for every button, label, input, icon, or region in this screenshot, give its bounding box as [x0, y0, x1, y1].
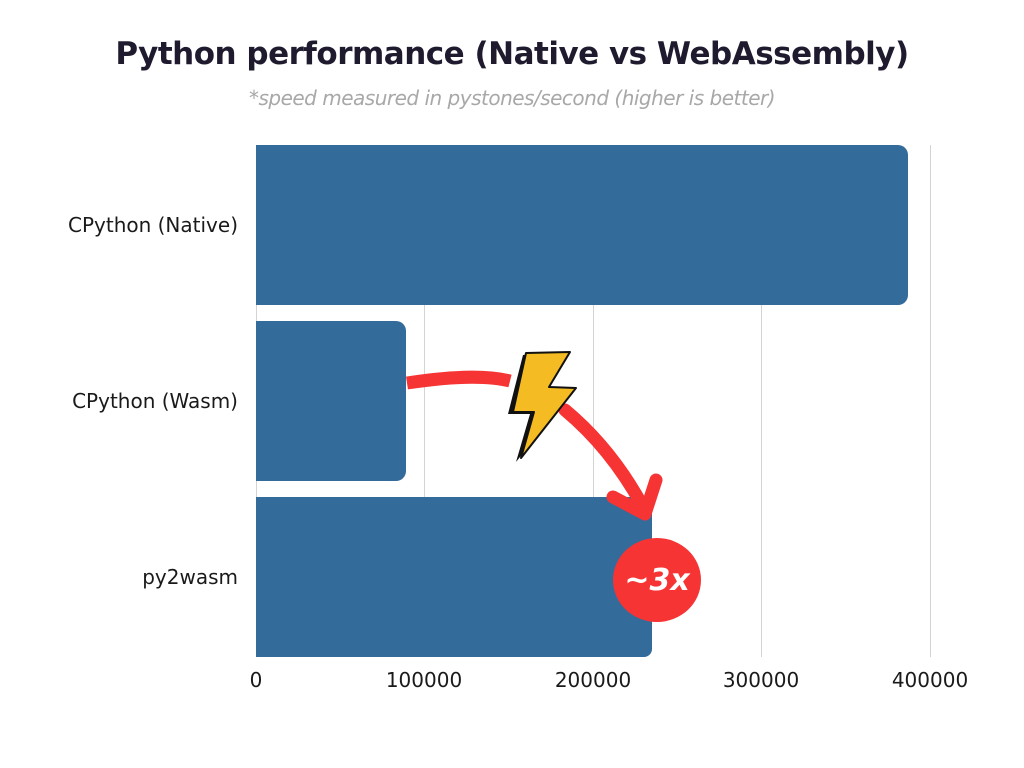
x-tick-100000: 100000	[385, 668, 463, 692]
plot-area	[256, 145, 931, 657]
curved-arrow-icon	[406, 370, 663, 521]
x-tick-300000: 300000	[722, 668, 800, 692]
gridline-300000	[761, 145, 762, 657]
lightning-bolt-icon	[508, 351, 577, 462]
category-label-py2wasm: py2wasm	[142, 565, 238, 589]
gridline-200000	[593, 145, 594, 657]
gridline-400000	[930, 145, 931, 657]
category-label-cpython-native: CPython (Native)	[67, 213, 238, 237]
bar-cpython-wasm	[256, 321, 406, 481]
bar-cpython-native	[256, 145, 908, 305]
bar-py2wasm	[256, 497, 652, 657]
x-tick-200000: 200000	[554, 668, 632, 692]
chart-title: Python performance (Native vs WebAssembl…	[115, 36, 909, 72]
category-label-cpython-wasm: CPython (Wasm)	[72, 389, 238, 413]
x-tick-0: 0	[249, 668, 263, 692]
gridline-100000	[424, 145, 425, 657]
chart-subtitle: *speed measured in pystones/second (high…	[248, 86, 776, 110]
x-tick-400000: 400000	[891, 668, 969, 692]
speedup-badge: ~3x	[613, 538, 701, 622]
